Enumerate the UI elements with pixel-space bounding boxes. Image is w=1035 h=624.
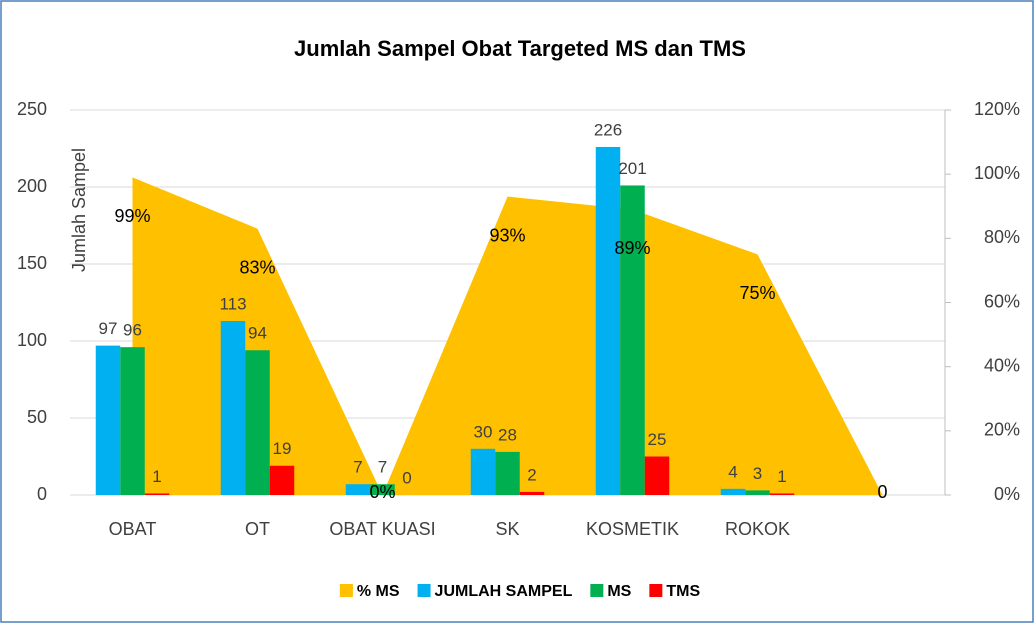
data-label: 3: [753, 464, 762, 483]
y-tick-label: 50: [27, 407, 47, 427]
x-tick-label: OBAT: [109, 519, 157, 539]
bar: [269, 465, 295, 495]
bar: [519, 491, 545, 495]
data-label: 1: [152, 467, 161, 486]
data-label: 7: [378, 458, 387, 477]
y-tick-label: 150: [17, 253, 47, 273]
bar: [745, 490, 770, 495]
area-label: 75%: [739, 283, 775, 303]
area-label: 83%: [239, 257, 275, 277]
area-label: 99%: [114, 206, 150, 226]
legend-swatch: [649, 584, 663, 597]
data-label: 30: [474, 422, 493, 441]
legend-label: MS: [607, 583, 631, 600]
y2-tick-label: 100%: [974, 163, 1020, 183]
data-label: 201: [618, 159, 646, 178]
data-label: 4: [728, 462, 737, 481]
x-tick-label: KOSMETIK: [586, 519, 679, 539]
area-label: 89%: [614, 238, 650, 258]
y2-tick-label: 60%: [984, 291, 1020, 311]
y2-tick-label: 120%: [974, 99, 1020, 119]
bar: [144, 493, 170, 495]
y-axis-label: Jumlah Sampel: [69, 148, 89, 272]
area-label: 0: [877, 482, 887, 502]
data-label: 2: [527, 465, 536, 484]
data-label: 94: [248, 324, 267, 343]
x-tick-label: ROKOK: [725, 519, 790, 539]
data-label: 19: [273, 439, 292, 458]
y2-tick-label: 40%: [984, 355, 1020, 375]
y-tick-label: 250: [17, 99, 47, 119]
legend-label: % MS: [357, 583, 400, 600]
y-tick-label: 100: [17, 330, 47, 350]
data-label: 113: [219, 294, 246, 313]
y-tick-label: 200: [17, 176, 47, 196]
bar: [644, 456, 670, 495]
bar: [120, 347, 145, 495]
legend-swatch: [339, 584, 353, 597]
bar: [595, 146, 621, 495]
y2-tick-label: 80%: [984, 227, 1020, 247]
legend-label: JUMLAH SAMPEL: [435, 583, 573, 600]
bar: [769, 493, 795, 495]
chart-title: Jumlah Sampel Obat Targeted MS dan TMS: [294, 36, 746, 61]
area: [132, 177, 883, 495]
legend: % MS JUMLAH SAMPEL MS TMS: [339, 583, 700, 600]
bar: [470, 448, 496, 495]
bar: [370, 484, 395, 495]
data-label: 1: [777, 467, 786, 486]
x-tick-label: OT: [245, 519, 270, 539]
bar: [720, 488, 746, 495]
data-label: 0: [402, 468, 411, 487]
data-label: 28: [498, 425, 517, 444]
legend-label: TMS: [666, 583, 700, 600]
y-tick-label: 0: [37, 484, 47, 504]
data-label: 226: [594, 120, 622, 139]
bar: [95, 345, 121, 495]
bar: [620, 185, 645, 495]
legend-swatch: [417, 584, 431, 597]
bar: [345, 484, 371, 495]
y2-tick-label: 0%: [994, 484, 1020, 504]
data-label: 97: [99, 319, 118, 338]
data-label: 96: [123, 321, 142, 340]
data-label: 7: [353, 458, 362, 477]
bar: [495, 451, 520, 495]
area-label: 0%: [369, 482, 395, 502]
bar: [220, 320, 246, 495]
x-tick-label: OBAT KUASI: [329, 519, 435, 539]
bar: [245, 350, 270, 495]
data-label: 25: [648, 430, 667, 449]
area-label: 93%: [489, 225, 525, 245]
legend-swatch: [590, 584, 604, 597]
y2-tick-label: 20%: [984, 420, 1020, 440]
x-tick-label: SK: [495, 519, 519, 539]
